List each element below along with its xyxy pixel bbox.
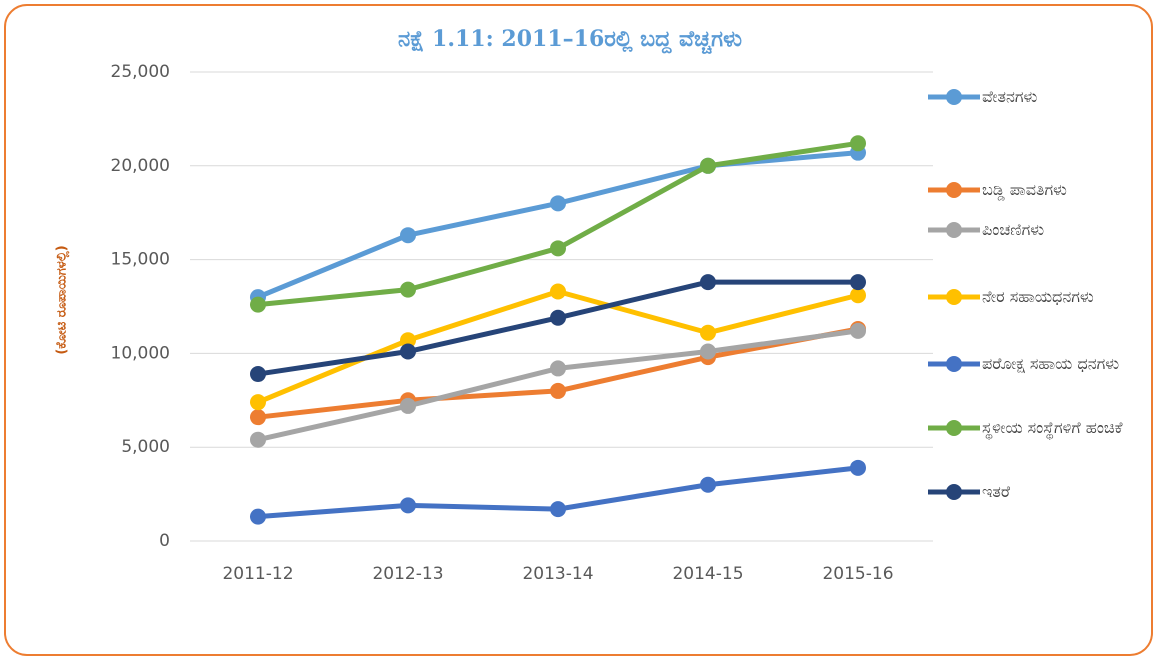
legend-dot [946, 420, 962, 436]
data-point [550, 283, 566, 300]
legend-label: ಪಿಂಚಣಿಗಳು [982, 220, 1045, 239]
legend-dot [946, 356, 962, 372]
legend-marker [928, 89, 980, 105]
legend-marker [928, 420, 980, 436]
data-point [700, 324, 716, 341]
x-tick-label: 2015-16 [822, 564, 893, 584]
data-point [250, 296, 266, 313]
data-point [250, 409, 266, 426]
data-point [550, 501, 566, 518]
data-point [700, 274, 716, 291]
legend-item: ವೇತನಗಳು [926, 85, 1156, 109]
data-point [700, 157, 716, 174]
legend-dot [946, 89, 962, 105]
data-point [550, 382, 566, 399]
y-axis-label: (ಕೋಟಿ ರೂಪಾಯಿಗಳಲ್ಲಿ) [55, 245, 71, 354]
legend-marker [928, 182, 980, 198]
legend-item: ಇತರೆ [926, 480, 1156, 504]
x-tick-label: 2013-14 [522, 564, 593, 584]
data-point [250, 431, 266, 448]
y-tick-label: 5,000 [121, 437, 170, 457]
data-point [850, 135, 866, 152]
data-point [550, 309, 566, 326]
y-tick-label: 20,000 [111, 156, 170, 176]
legend-marker [928, 356, 980, 372]
legend-dot [946, 222, 962, 238]
data-point [250, 508, 266, 525]
x-tick-label: 2011-12 [222, 564, 293, 584]
data-point [400, 227, 416, 244]
legend-dot [946, 289, 962, 305]
legend-label: ನೇರ ಸಹಾಯಧನಗಳು [982, 287, 1094, 306]
y-tick-label: 10,000 [111, 343, 170, 363]
legend-label: ಸ್ಥಳೀಯ ಸಂಸ್ಥೆಗಳಿಗೆ ಹಂಚಿಕೆ [982, 418, 1123, 437]
legend-item: ಬಡ್ಡಿ ಪಾವತಿಗಳು [926, 178, 1156, 202]
chart-border [4, 4, 1153, 656]
legend-marker [928, 289, 980, 305]
legend-label: ಇತರೆ [982, 482, 1010, 501]
data-point [550, 240, 566, 257]
y-tick-label: 15,000 [111, 250, 170, 270]
data-point [400, 397, 416, 414]
legend-label: ವೇತನಗಳು [982, 87, 1038, 106]
data-point [700, 476, 716, 493]
x-tick-label: 2012-13 [372, 564, 443, 584]
legend-dot [946, 182, 962, 198]
legend-item: ನೇರ ಸಹಾಯಧನಗಳು [926, 285, 1156, 309]
legend-marker [928, 484, 980, 500]
legend-item: ಸ್ಥಳೀಯ ಸಂಸ್ಥೆಗಳಿಗೆ ಹಂಚಿಕೆ [926, 416, 1156, 440]
legend-label: ಬಡ್ಡಿ ಪಾವತಿಗಳು [982, 180, 1067, 199]
y-tick-label: 0 [159, 531, 170, 551]
data-point [850, 322, 866, 339]
data-point [550, 195, 566, 212]
data-point [850, 287, 866, 304]
legend-label: ಪರೋಕ್ಷ ಸಹಾಯ ಧನಗಳು [982, 354, 1120, 373]
data-point [250, 394, 266, 411]
legend-item: ಪಿಂಚಣಿಗಳು [926, 218, 1156, 242]
data-point [850, 459, 866, 476]
data-point [400, 281, 416, 298]
legend-marker [928, 222, 980, 238]
data-point [850, 274, 866, 291]
data-point [400, 332, 416, 349]
y-tick-label: 25,000 [111, 62, 170, 82]
chart-title: ನಕ್ಷೆ 1.11: 2011–16ರಲ್ಲಿ ಬದ್ದ ವೆಚ್ಚಗಳು [398, 26, 742, 55]
legend-item: ಪರೋಕ್ಷ ಸಹಾಯ ಧನಗಳು [926, 352, 1156, 376]
data-point [550, 360, 566, 377]
legend-dot [946, 484, 962, 500]
x-tick-label: 2014-15 [672, 564, 743, 584]
data-point [250, 366, 266, 383]
data-point [700, 343, 716, 360]
data-point [400, 497, 416, 514]
data-point [400, 343, 416, 360]
